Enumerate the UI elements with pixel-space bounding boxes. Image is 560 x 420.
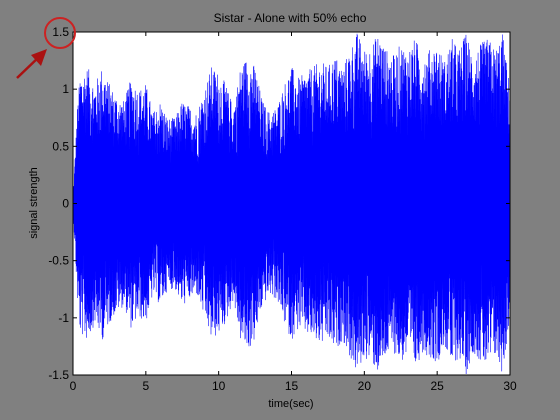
x-axis-ticks: 0 5 10 15 20 25 30 [70,32,517,393]
x-tick-label: 30 [503,379,517,393]
x-axis-label: time(sec) [268,398,313,410]
y-tick-label: -0.5 [48,254,69,268]
y-tick-label: 0.5 [52,139,69,153]
x-tick-label: 15 [285,379,299,393]
y-tick-label: 1 [62,82,69,96]
signal-waveform [73,33,510,374]
y-tick-label: -1 [58,311,69,325]
x-tick-label: 0 [70,379,77,393]
arrow-head [31,49,47,66]
x-tick-label: 10 [212,379,226,393]
x-tick-label: 20 [358,379,372,393]
red-arrow-annotation [16,49,47,79]
y-tick-label: 1.5 [52,25,69,39]
y-axis-label: signal strength [28,167,40,239]
y-axis-ticks: 1.5 1 0.5 0 -0.5 -1 -1.5 [48,25,510,382]
y-tick-label: 0 [62,197,69,211]
x-tick-label: 25 [430,379,444,393]
y-tick-label: -1.5 [48,368,69,382]
signal-line [73,33,510,374]
highlight-circle-annotation [44,17,76,49]
x-tick-label: 5 [142,379,149,393]
chart-title: Sistar - Alone with 50% echo [214,11,367,25]
